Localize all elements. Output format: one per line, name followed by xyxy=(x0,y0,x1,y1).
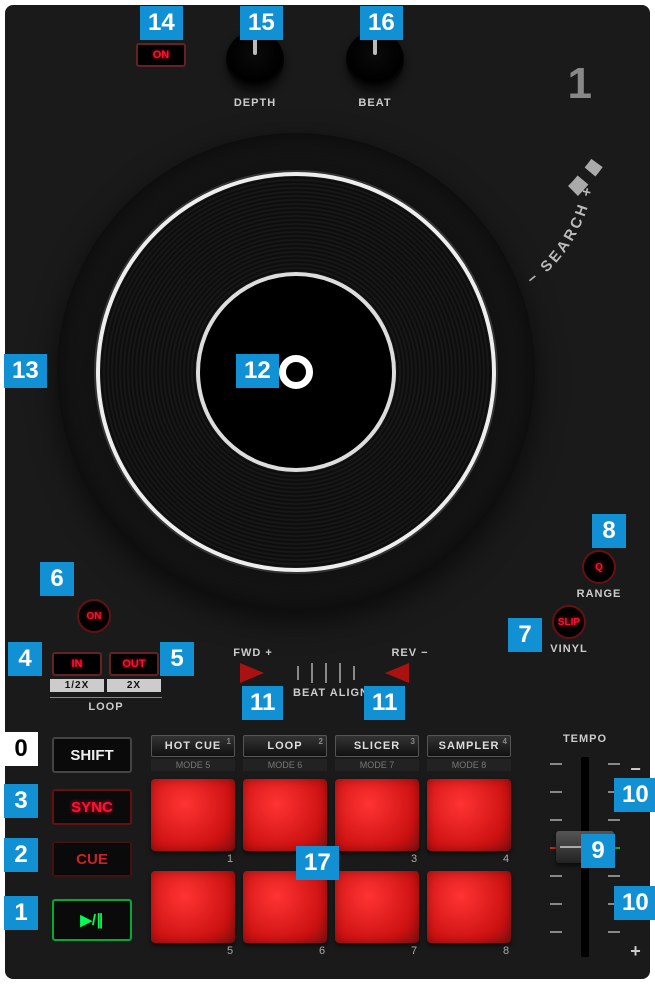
pad-8-num: 8 xyxy=(503,945,509,957)
slip-button[interactable]: SLIP xyxy=(552,605,586,639)
callout-17: 17 xyxy=(296,846,339,880)
mode-sampler-button[interactable]: SAMPLER4 xyxy=(427,735,511,757)
callout-0: 0 xyxy=(4,732,38,766)
callout-16: 16 xyxy=(360,6,403,40)
pad-5[interactable] xyxy=(151,871,235,943)
pad-8[interactable] xyxy=(427,871,511,943)
mode-hotcue-button[interactable]: HOT CUE1 xyxy=(151,735,235,757)
tempo-minus: − xyxy=(627,759,645,780)
pad-6[interactable] xyxy=(243,871,327,943)
pad-1[interactable] xyxy=(151,779,235,851)
mode-loop-button[interactable]: LOOP2 xyxy=(243,735,327,757)
callout-9: 9 xyxy=(581,834,615,868)
fwd-label: FWD + xyxy=(226,647,280,659)
callout-3: 3 xyxy=(4,784,38,818)
loop-heading: LOOP xyxy=(50,697,162,713)
callout-10a: 10 xyxy=(614,778,655,812)
tempo-plus: + xyxy=(627,941,645,962)
callout-13: 13 xyxy=(4,354,47,388)
callout-11a: 11 xyxy=(242,686,283,720)
mode-hotcue-sub: MODE 5 xyxy=(151,759,235,771)
pad-7-num: 7 xyxy=(411,945,417,957)
callout-4: 4 xyxy=(8,642,42,676)
callout-7: 7 xyxy=(508,618,542,652)
jog-center xyxy=(196,272,396,472)
callout-5: 5 xyxy=(160,642,194,676)
svg-text:− SEARCH +: − SEARCH + xyxy=(524,183,597,288)
pad-6-num: 6 xyxy=(319,945,325,957)
quantize-button[interactable]: Q xyxy=(582,550,616,584)
slip-sub: VINYL xyxy=(539,643,599,655)
pad-3[interactable] xyxy=(335,779,419,851)
pad-2[interactable] xyxy=(243,779,327,851)
pad-3-num: 3 xyxy=(411,853,417,865)
callout-12: 12 xyxy=(236,354,279,388)
callout-14: 14 xyxy=(140,6,183,40)
sync-button[interactable]: SYNC xyxy=(52,789,132,825)
dj-controller-deck: FX ON DEPTH BEAT 1 − SEARCH + ON IN xyxy=(5,5,650,979)
deck-number: 1 xyxy=(568,59,592,109)
rev-button[interactable] xyxy=(385,663,409,683)
mode-sampler-sub: MODE 8 xyxy=(427,759,511,771)
fx-on-button[interactable]: ON xyxy=(136,43,186,67)
mode-slicer-sub: MODE 7 xyxy=(335,759,419,771)
pad-4[interactable] xyxy=(427,779,511,851)
callout-6: 6 xyxy=(40,562,74,596)
callout-1: 1 xyxy=(4,896,38,930)
callout-10b: 10 xyxy=(614,886,655,920)
pad-1-num: 1 xyxy=(227,853,233,865)
play-pause-button[interactable]: ▶/∥ xyxy=(52,899,132,941)
callout-15: 15 xyxy=(240,6,283,40)
loop-out-sub: 2X xyxy=(107,679,161,692)
depth-label: DEPTH xyxy=(219,97,291,109)
jog-logo-icon xyxy=(279,355,313,389)
tempo-heading: TEMPO xyxy=(545,733,625,745)
shift-button[interactable]: SHIFT xyxy=(52,737,132,773)
mode-slicer-button[interactable]: SLICER3 xyxy=(335,735,419,757)
mode-loop-sub: MODE 6 xyxy=(243,759,327,771)
fwd-button[interactable] xyxy=(240,663,264,683)
beat-align-ticks xyxy=(297,663,355,683)
callout-2: 2 xyxy=(4,838,38,872)
pad-5-num: 5 xyxy=(227,945,233,957)
loop-in-button[interactable]: IN xyxy=(52,652,102,676)
jog-wheel[interactable] xyxy=(57,133,535,611)
loop-out-button[interactable]: OUT xyxy=(109,652,159,676)
loop-on-button[interactable]: ON xyxy=(77,599,111,633)
callout-8: 8 xyxy=(592,514,626,548)
jog-platter[interactable] xyxy=(96,172,496,572)
pad-7[interactable] xyxy=(335,871,419,943)
loop-in-sub: 1/2X xyxy=(50,679,104,692)
beat-label: BEAT xyxy=(339,97,411,109)
callout-11b: 11 xyxy=(364,686,405,720)
quantize-sub: RANGE xyxy=(569,588,629,600)
rev-label: REV − xyxy=(383,647,437,659)
pad-4-num: 4 xyxy=(503,853,509,865)
cue-button[interactable]: CUE xyxy=(52,841,132,877)
